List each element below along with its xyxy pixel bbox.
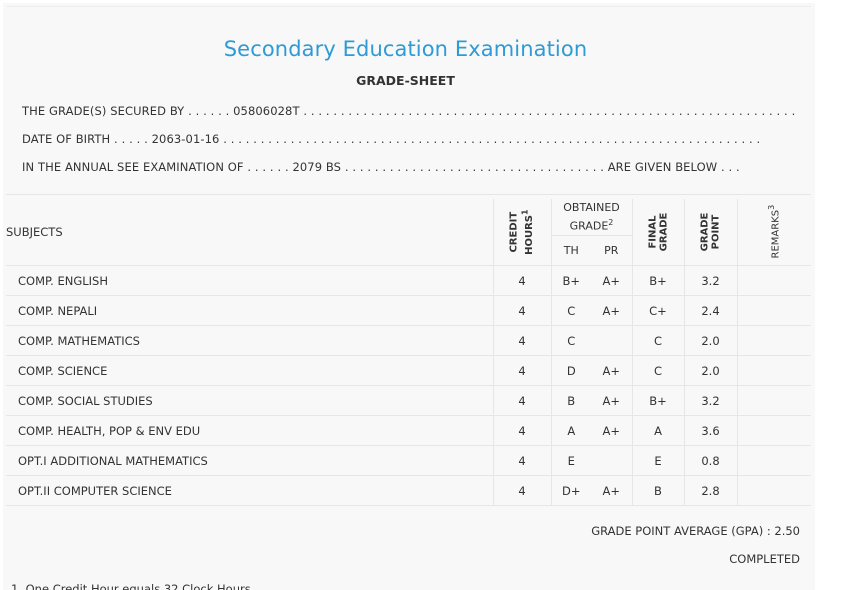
theory-grade-cell: D (550, 355, 591, 386)
credit-hours-cell: 4 (492, 355, 551, 386)
theory-grade-cell: C (550, 325, 591, 356)
remarks-cell (736, 415, 811, 446)
grade-point-cell: 0.8 (683, 445, 737, 476)
grade-point-cell: 3.2 (683, 385, 737, 416)
table-subheader-row: TH PR (6, 235, 811, 266)
remarks-cell (736, 475, 811, 506)
remarks-cell (736, 295, 811, 326)
top-divider (6, 6, 811, 7)
grade-point-cell: 2.4 (683, 295, 737, 326)
practical-grade-cell (591, 445, 632, 476)
grade-point-cell: 2.0 (683, 355, 737, 386)
credit-hours-cell: 4 (492, 325, 551, 356)
credit-hours-header: CREDIT HOURS1 (492, 199, 551, 266)
subject-cell: COMP. ENGLISH (6, 265, 493, 296)
gpa-summary: GRADE POINT AVERAGE (GPA) : 2.50 (591, 524, 800, 538)
info-divider (6, 194, 811, 195)
table-row: OPT.I ADDITIONAL MATHEMATICS 4 E E 0.8 (6, 445, 811, 476)
subjects-header: SUBJECTS (6, 199, 493, 266)
final-grade-cell: E (631, 445, 684, 476)
practical-header: PR (591, 235, 632, 266)
student-symbol-line: THE GRADE(S) SECURED BY . . . . . . 0580… (22, 104, 796, 118)
table-row: COMP. MATHEMATICS 4 C C 2.0 (6, 325, 811, 356)
result-status: COMPLETED (729, 552, 800, 566)
practical-grade-cell: A+ (591, 295, 632, 326)
final-grade-cell: C+ (631, 295, 684, 326)
subject-cell: OPT.I ADDITIONAL MATHEMATICS (6, 445, 493, 476)
credit-hours-cell: 4 (492, 445, 551, 476)
theory-grade-cell: A (550, 415, 591, 446)
grades-table: SUBJECTS CREDIT HOURS1 OBTAINED GRADE2 FIN… (6, 199, 811, 506)
subject-cell: OPT.II COMPUTER SCIENCE (6, 475, 493, 506)
table-row: COMP. HEALTH, POP & ENV EDU 4 A A+ A 3.6 (6, 415, 811, 446)
theory-grade-cell: B+ (550, 265, 591, 296)
date-of-birth-line: DATE OF BIRTH . . . . . 2063-01-16 . . .… (22, 132, 761, 146)
final-grade-cell: B (631, 475, 684, 506)
theory-grade-cell: E (550, 445, 591, 476)
remarks-cell (736, 445, 811, 476)
grade-point-cell: 2.0 (683, 325, 737, 356)
theory-header: TH (550, 235, 591, 266)
credit-hours-cell: 4 (492, 295, 551, 326)
theory-grade-cell: D+ (550, 475, 591, 506)
remarks-header: REMARKS3 (736, 199, 811, 266)
obtained-grade-header: OBTAINED GRADE2 (550, 199, 632, 236)
table-row: COMP. SCIENCE 4 D A+ C 2.0 (6, 355, 811, 386)
practical-grade-cell (591, 325, 632, 356)
table-row: COMP. SOCIAL STUDIES 4 B A+ B+ 3.2 (6, 385, 811, 416)
credit-hours-cell: 4 (492, 385, 551, 416)
grade-point-cell: 2.8 (683, 475, 737, 506)
final-grade-cell: B+ (631, 385, 684, 416)
subject-cell: COMP. HEALTH, POP & ENV EDU (6, 415, 493, 446)
grade-point-header: GRADE POINT (683, 199, 737, 266)
subject-cell: COMP. NEPALI (6, 295, 493, 326)
table-row: COMP. ENGLISH 4 B+ A+ B+ 3.2 (6, 265, 811, 296)
table-row: COMP. NEPALI 4 C A+ C+ 2.4 (6, 295, 811, 326)
remarks-cell (736, 325, 811, 356)
final-grade-cell: A (631, 415, 684, 446)
subject-cell: COMP. SCIENCE (6, 355, 493, 386)
subject-cell: COMP. MATHEMATICS (6, 325, 493, 356)
practical-grade-cell: A+ (591, 355, 632, 386)
page-subtitle: GRADE-SHEET (356, 73, 455, 88)
final-grade-header: FINAL GRADE (631, 199, 684, 266)
practical-grade-cell: A+ (591, 415, 632, 446)
table-row: OPT.II COMPUTER SCIENCE 4 D+ A+ B 2.8 (6, 475, 811, 506)
practical-grade-cell: A+ (591, 385, 632, 416)
footnote: 1. One Credit Hour equals 32 Clock Hours (11, 582, 251, 590)
grade-point-cell: 3.2 (683, 265, 737, 296)
final-grade-cell: C (631, 325, 684, 356)
final-grade-cell: C (631, 355, 684, 386)
credit-hours-cell: 4 (492, 415, 551, 446)
practical-grade-cell: A+ (591, 475, 632, 506)
subject-cell: COMP. SOCIAL STUDIES (6, 385, 493, 416)
credit-hours-cell: 4 (492, 265, 551, 296)
exam-year-line: IN THE ANNUAL SEE EXAMINATION OF . . . .… (22, 160, 740, 174)
grade-sheet: Secondary Education Examination GRADE-SH… (3, 3, 815, 590)
table-header-row: SUBJECTS CREDIT HOURS1 OBTAINED GRADE2 FIN… (6, 199, 811, 266)
practical-grade-cell: A+ (591, 265, 632, 296)
page-title: Secondary Education Examination (223, 37, 588, 61)
theory-grade-cell: C (550, 295, 591, 326)
credit-hours-cell: 4 (492, 475, 551, 506)
final-grade-cell: B+ (631, 265, 684, 296)
remarks-cell (736, 385, 811, 416)
theory-grade-cell: B (550, 385, 591, 416)
grade-point-cell: 3.6 (683, 415, 737, 446)
remarks-cell (736, 355, 811, 386)
remarks-cell (736, 265, 811, 296)
